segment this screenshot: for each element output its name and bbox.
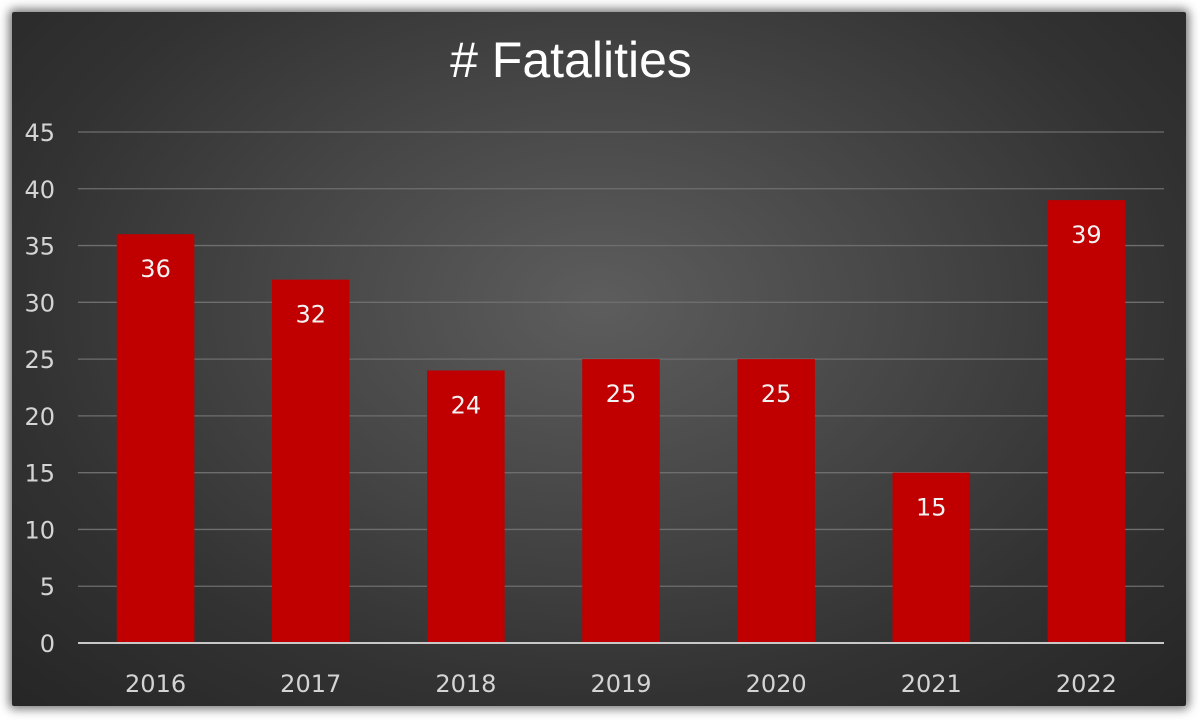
x-tick-label: 2016 — [125, 670, 186, 698]
bar-2017 — [271, 279, 350, 643]
y-tick-label: 35 — [24, 233, 55, 261]
y-tick-label: 10 — [24, 516, 55, 544]
data-labels: 36 32 24 25 25 15 39 — [140, 221, 1101, 522]
chart-frame: # Fatalities 0 5 10 15 20 25 30 35 40 45 36 32 24 25… — [12, 12, 1186, 706]
x-axis-ticks: 2016 2017 2018 2019 2020 2021 2022 — [125, 670, 1117, 698]
x-tick-label: 2022 — [1056, 670, 1117, 698]
data-label: 32 — [295, 301, 326, 329]
data-label: 25 — [606, 380, 637, 408]
bar-2019 — [582, 359, 660, 643]
data-label: 25 — [761, 380, 792, 408]
y-tick-label: 40 — [24, 176, 55, 204]
y-tick-label: 0 — [40, 630, 55, 658]
bar-2018 — [427, 370, 505, 643]
bars — [116, 200, 1126, 643]
x-tick-label: 2021 — [901, 670, 962, 698]
y-tick-label: 45 — [24, 119, 55, 147]
chart-title: # Fatalities — [450, 32, 692, 88]
x-tick-label: 2019 — [590, 670, 651, 698]
bar-2021 — [892, 472, 971, 643]
fatalities-bar-chart: # Fatalities 0 5 10 15 20 25 30 35 40 45 36 32 24 25… — [24, 32, 1164, 698]
data-label: 24 — [451, 391, 482, 419]
y-tick-label: 15 — [24, 460, 55, 488]
data-label: 15 — [916, 494, 947, 522]
bar-2016 — [116, 234, 195, 643]
data-label: 36 — [140, 255, 171, 283]
bar-2022 — [1047, 200, 1126, 643]
y-tick-label: 20 — [24, 403, 55, 431]
y-tick-label: 25 — [24, 346, 55, 374]
x-tick-label: 2018 — [435, 670, 496, 698]
data-label: 39 — [1071, 221, 1102, 249]
y-axis-ticks: 0 5 10 15 20 25 30 35 40 45 — [24, 119, 55, 658]
bar-2020 — [737, 359, 815, 643]
x-tick-label: 2020 — [746, 670, 807, 698]
y-tick-label: 5 — [40, 573, 55, 601]
y-tick-label: 30 — [24, 289, 55, 317]
x-tick-label: 2017 — [280, 670, 341, 698]
